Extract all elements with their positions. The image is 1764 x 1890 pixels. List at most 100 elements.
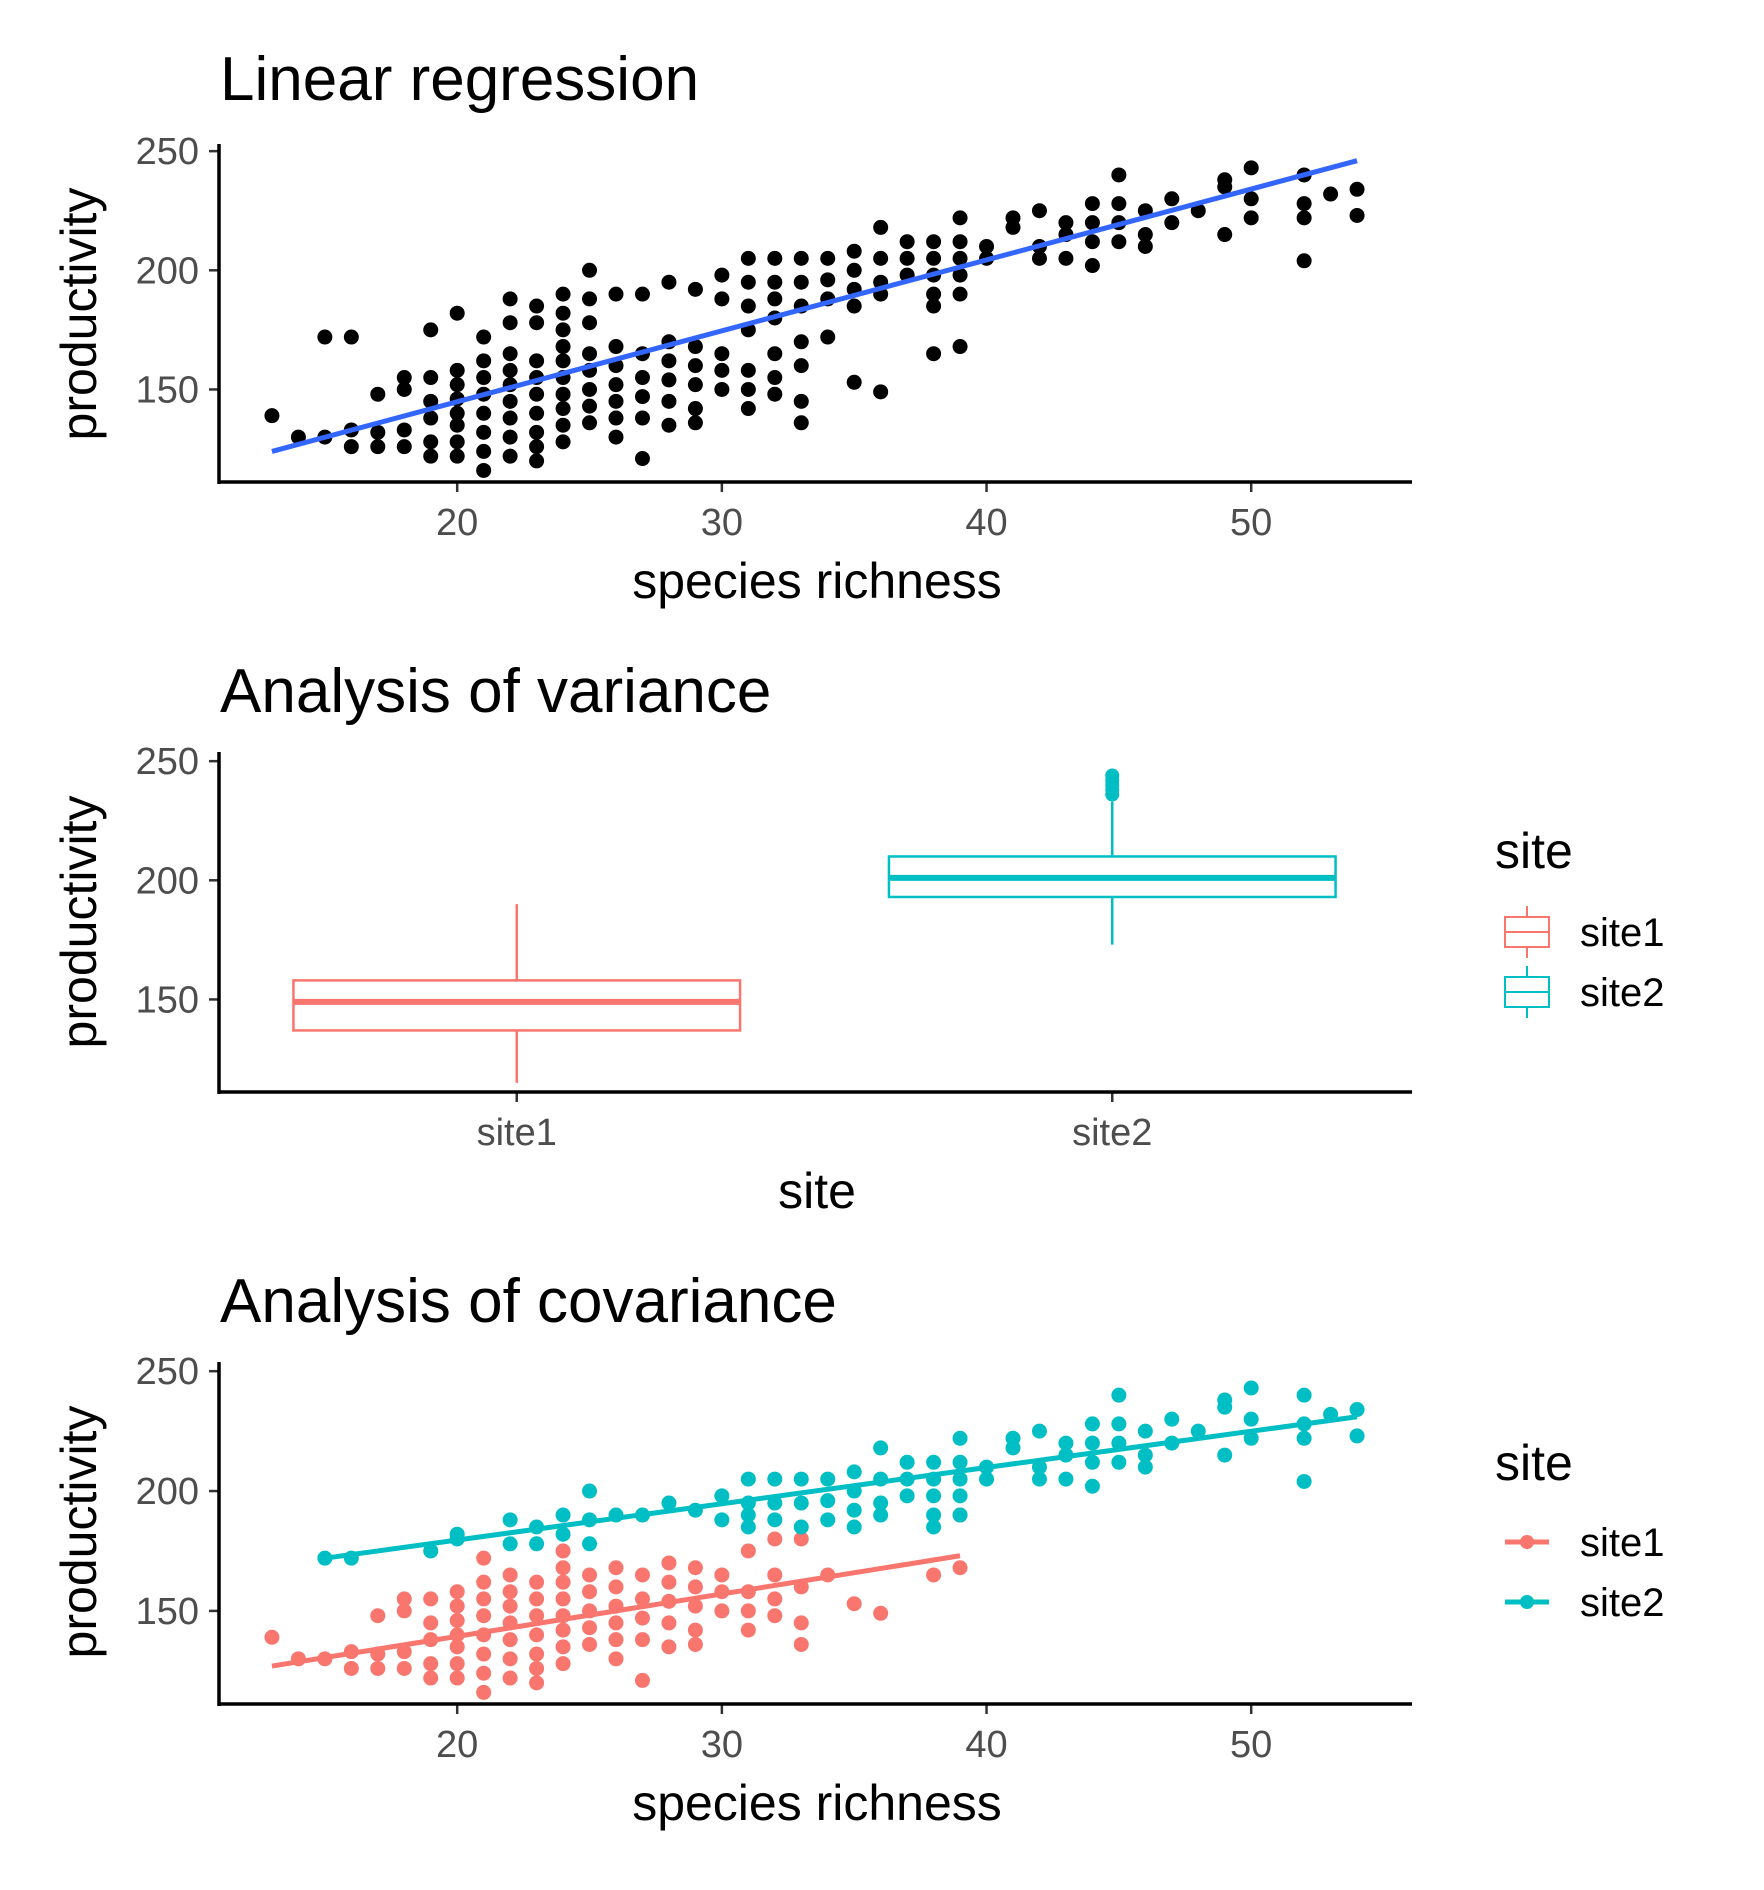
data-point [820, 250, 836, 266]
data-point [952, 286, 968, 302]
data-point [846, 1596, 862, 1612]
legend-key-site2 [1504, 966, 1550, 1018]
data-point [1164, 191, 1180, 207]
data-point [634, 1567, 650, 1583]
data-point [1243, 210, 1259, 226]
data-point [952, 210, 968, 226]
data-point [555, 322, 571, 338]
data-point [740, 250, 756, 266]
data-point [582, 291, 598, 307]
data-point [634, 389, 650, 405]
legend-label: site1 [1580, 1521, 1665, 1565]
data-point [1111, 234, 1127, 250]
data-point [423, 410, 439, 426]
data-point [634, 1610, 650, 1626]
data-point [793, 334, 809, 350]
x-tick-label: site1 [477, 1112, 557, 1154]
data-point [1058, 250, 1074, 266]
data-point [370, 1660, 386, 1676]
data-point [1111, 1454, 1127, 1470]
data-point [926, 234, 942, 250]
data-point [502, 410, 518, 426]
data-point [608, 1560, 624, 1576]
data-point [952, 1430, 968, 1446]
data-point [476, 462, 492, 478]
data-point [820, 1512, 836, 1528]
data-point [926, 1507, 942, 1523]
data-point [423, 1591, 439, 1607]
data-point [1084, 258, 1100, 274]
data-point [1349, 1428, 1365, 1444]
legend-title: site [1495, 1435, 1573, 1491]
data-point [555, 353, 571, 369]
y-tick-label: 250 [136, 741, 199, 783]
data-point [767, 1591, 783, 1607]
data-point [449, 1670, 465, 1686]
data-point [1058, 215, 1074, 231]
data-point [449, 448, 465, 464]
data-point [926, 250, 942, 266]
data-point [952, 267, 968, 283]
data-point [820, 272, 836, 288]
data-point [899, 250, 915, 266]
data-point [767, 1512, 783, 1528]
data-point [687, 1560, 703, 1576]
data-point [1058, 1471, 1074, 1487]
data-point [873, 1605, 889, 1621]
plot-area: 150 200 250 20 30 40 50 [136, 131, 1365, 544]
data-point [873, 1495, 889, 1511]
data-point [423, 434, 439, 450]
data-point [608, 339, 624, 355]
data-point [634, 1591, 650, 1607]
data-point [846, 374, 862, 390]
data-point [396, 1603, 412, 1619]
data-point [793, 358, 809, 374]
data-point [952, 250, 968, 266]
data-point [740, 401, 756, 417]
y-tick-label: 150 [136, 979, 199, 1021]
data-point [502, 1536, 518, 1552]
panel-analysis-of-covariance: Analysis of covariance productivity spec… [51, 1267, 1665, 1831]
plot-area: 150 200 250 20 30 40 50 [136, 1351, 1365, 1766]
data-point [317, 329, 333, 345]
data-point [740, 1507, 756, 1523]
data-point [529, 1574, 545, 1590]
data-point [846, 1464, 862, 1480]
data-point [423, 1615, 439, 1631]
data-point [608, 286, 624, 302]
data-point [582, 398, 598, 414]
data-point [899, 234, 915, 250]
data-point [529, 1591, 545, 1607]
data-point [952, 339, 968, 355]
data-point [1084, 1416, 1100, 1432]
data-point [1190, 203, 1206, 219]
data-point [846, 1519, 862, 1535]
data-point [793, 393, 809, 409]
data-point [502, 1651, 518, 1667]
data-point [714, 1603, 730, 1619]
data-point [423, 1670, 439, 1686]
data-point [661, 1495, 677, 1511]
data-point [1031, 250, 1047, 266]
legend: site site1 site2 [1495, 1435, 1665, 1625]
data-point [476, 1550, 492, 1566]
data-point [926, 346, 942, 362]
data-point [1243, 1411, 1259, 1427]
data-point [1111, 1416, 1127, 1432]
data-point [343, 439, 359, 455]
data-point [476, 405, 492, 421]
y-tick-label: 150 [136, 1591, 199, 1633]
data-point [793, 1519, 809, 1535]
data-point [634, 286, 650, 302]
data-point [476, 1665, 492, 1681]
data-point [1217, 179, 1233, 195]
data-point [423, 370, 439, 386]
data-point [767, 1471, 783, 1487]
data-point [529, 1627, 545, 1643]
data-point [793, 274, 809, 290]
x-axis-label: species richness [632, 1775, 1002, 1831]
data-point [582, 1636, 598, 1652]
panel-linear-regression: Linear regression productivity species r… [51, 45, 1412, 609]
data-point [555, 386, 571, 402]
data-point [396, 381, 412, 397]
